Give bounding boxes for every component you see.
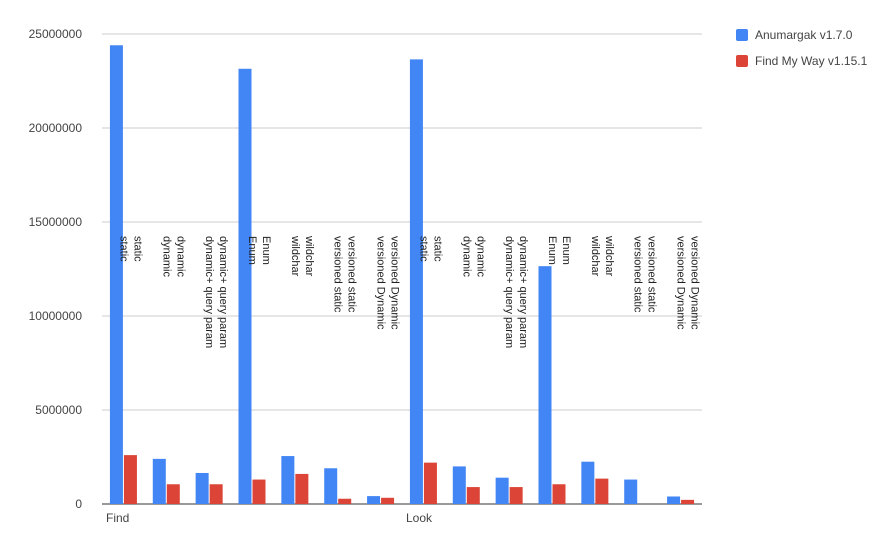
bar-category-label: versioned Dynamic <box>389 236 401 330</box>
bar-category-label: versioned Dynamic <box>375 236 387 330</box>
y-tick-label: 10000000 <box>29 309 83 323</box>
bar-findmyway <box>595 478 609 504</box>
bar-category-label: versioned static <box>632 236 644 313</box>
bar-category-label: dynamic <box>174 236 186 277</box>
bar-category-label: versioned static <box>346 236 358 313</box>
legend-label: Anumargak v1.7.0 <box>755 28 853 42</box>
legend-item[interactable]: Anumargak v1.7.0 <box>736 28 853 42</box>
bar-category-label: dynamic+ query param <box>217 236 229 348</box>
x-group-label: Look <box>406 511 433 525</box>
bar-category-label: Enum <box>546 236 558 265</box>
x-group-label: Find <box>106 511 129 525</box>
x-axis-group-labels: Find Look <box>106 511 433 525</box>
bar-category-label: Enum <box>260 236 272 265</box>
legend-label: Find My Way v1.15.1 <box>755 54 868 68</box>
bar-anumargak <box>581 461 595 504</box>
legend-swatch <box>736 55 748 67</box>
bar-category-label: dynamic+ query param <box>517 236 529 348</box>
bar-category-label: static <box>417 236 429 262</box>
bar-category-label: static <box>117 236 129 262</box>
y-axis-ticks: 0 5000000 10000000 15000000 20000000 25000000 <box>29 27 83 511</box>
bar-category-label: dynamic+ query param <box>203 236 215 348</box>
bar-findmyway <box>509 487 523 504</box>
bar-findmyway <box>123 455 137 504</box>
legend[interactable]: Anumargak v1.7.0 Find My Way v1.15.1 <box>736 28 868 68</box>
y-tick-label: 15000000 <box>29 215 83 229</box>
bar-anumargak <box>152 458 166 504</box>
bar-category-label: versioned static <box>332 236 344 313</box>
bar-findmyway <box>552 484 566 504</box>
bar-findmyway <box>423 462 437 504</box>
bar-anumargak <box>324 468 338 504</box>
bar-anumargak <box>409 59 423 504</box>
bar-category-label: wildchar <box>289 235 301 277</box>
y-tick-label: 25000000 <box>29 27 83 41</box>
bar-findmyway <box>295 473 309 504</box>
bar-category-label: dynamic <box>160 236 172 277</box>
y-tick-label: 20000000 <box>29 121 83 135</box>
bar-findmyway <box>466 487 480 504</box>
bar-category-label: Enum <box>560 236 572 265</box>
bar-labels: static static dynamic dynamic dynamic+ query… <box>117 235 700 348</box>
bar-category-label: wildchar <box>303 235 315 277</box>
bar-findmyway <box>166 484 180 504</box>
bar-anumargak <box>538 266 552 504</box>
bar-anumargak <box>238 68 252 504</box>
y-tick-label: 0 <box>75 497 82 511</box>
bar-anumargak <box>667 496 681 504</box>
bar-findmyway <box>381 497 395 504</box>
bar-anumargak <box>109 45 123 504</box>
bar-anumargak <box>367 496 381 504</box>
bar-category-label: dynamic+ query param <box>503 236 515 348</box>
bar-anumargak <box>452 466 466 504</box>
bar-findmyway <box>209 484 223 504</box>
bar-anumargak <box>281 456 295 504</box>
bar-category-label: wildchar <box>589 235 601 277</box>
bars <box>109 45 695 504</box>
bar-category-label: Enum <box>246 236 258 265</box>
legend-item[interactable]: Find My Way v1.15.1 <box>736 54 868 68</box>
bar-anumargak <box>495 477 509 504</box>
bar-category-label: static <box>431 236 443 262</box>
bar-category-label: dynamic <box>460 236 472 277</box>
bar-findmyway <box>681 499 695 504</box>
bar-category-label: versioned static <box>646 236 658 313</box>
bar-category-label: dynamic <box>474 236 486 277</box>
bar-findmyway <box>338 498 352 504</box>
bar-category-label: wildchar <box>603 235 615 277</box>
bar-category-label: versioned Dynamic <box>675 236 687 330</box>
bar-findmyway <box>252 479 266 504</box>
legend-swatch <box>736 29 748 41</box>
bar-anumargak <box>195 472 209 504</box>
bar-category-label: static <box>131 236 143 262</box>
bar-anumargak <box>624 479 638 504</box>
y-tick-label: 5000000 <box>35 403 82 417</box>
bar-category-label: versioned Dynamic <box>689 236 701 330</box>
